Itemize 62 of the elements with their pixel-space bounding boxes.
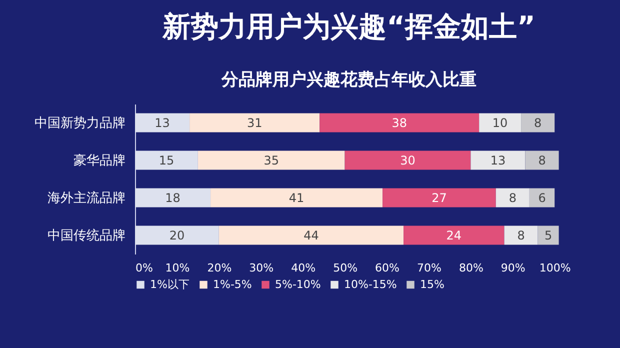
data-label: 10 xyxy=(492,116,508,130)
bar xyxy=(496,188,530,208)
data-label: 20 xyxy=(169,228,185,242)
y-tick-label: 中国传统品牌 xyxy=(48,228,126,244)
x-tick-label: 100% xyxy=(539,262,571,274)
bar xyxy=(529,188,555,208)
bar xyxy=(135,188,211,208)
y-tick-label: 豪华品牌 xyxy=(74,153,126,168)
x-tick-label: 70% xyxy=(417,262,442,274)
bar xyxy=(135,226,219,245)
legend-label: 15% xyxy=(420,278,444,291)
bar xyxy=(504,226,538,245)
data-label: 38 xyxy=(392,116,407,130)
bar xyxy=(210,188,383,208)
data-label: 13 xyxy=(490,153,506,168)
x-tick-label: 10% xyxy=(165,262,190,274)
y-tick-label: 中国新势力品牌 xyxy=(34,116,126,131)
data-label: 24 xyxy=(446,228,462,242)
bar xyxy=(344,150,471,170)
bar xyxy=(198,150,345,170)
bar xyxy=(135,113,190,132)
legend-label: 1%以下 xyxy=(150,278,190,291)
data-label: 31 xyxy=(246,116,262,130)
data-label: 8 xyxy=(534,116,542,130)
legend-label: 10%-15% xyxy=(344,278,397,291)
data-label: 18 xyxy=(165,190,180,205)
data-label: 44 xyxy=(304,228,319,242)
x-tick-label: 0% xyxy=(136,262,153,274)
data-label: 13 xyxy=(154,116,170,130)
data-label: 35 xyxy=(264,153,280,168)
bar xyxy=(135,150,198,170)
x-tick-label: 50% xyxy=(333,262,358,274)
bar xyxy=(538,226,559,245)
data-label: 41 xyxy=(288,190,304,205)
data-label: 27 xyxy=(432,190,447,205)
bar xyxy=(190,113,320,132)
bar xyxy=(479,113,522,132)
y-tick-label: 海外主流品牌 xyxy=(48,190,126,206)
x-tick-label: 40% xyxy=(291,262,316,274)
chart-subtitle: 分品牌用户兴趣花费占年收入比重 xyxy=(220,70,476,90)
bar xyxy=(382,188,496,208)
legend-label: 5%-10% xyxy=(275,278,321,291)
bar xyxy=(320,113,480,132)
legend-label: 1%-5% xyxy=(213,278,252,291)
x-tick-label: 90% xyxy=(500,262,526,274)
chart-title: 新势力用户为兴趣“挥金如土” xyxy=(162,10,536,43)
bar xyxy=(218,226,404,245)
data-label: 8 xyxy=(508,190,516,205)
bar xyxy=(470,150,526,170)
x-tick-label: 80% xyxy=(458,262,484,274)
x-tick-label: 20% xyxy=(207,262,232,274)
bar xyxy=(404,226,504,245)
bar xyxy=(521,113,555,132)
data-label: 30 xyxy=(400,153,416,168)
data-label: 5 xyxy=(544,228,552,242)
x-tick-label: 30% xyxy=(249,262,274,274)
data-label: 8 xyxy=(517,228,525,242)
data-label: 6 xyxy=(538,190,546,205)
bar xyxy=(525,150,559,170)
x-tick-label: 60% xyxy=(375,262,400,274)
data-label: 15 xyxy=(158,153,174,168)
data-label: 8 xyxy=(538,153,546,168)
